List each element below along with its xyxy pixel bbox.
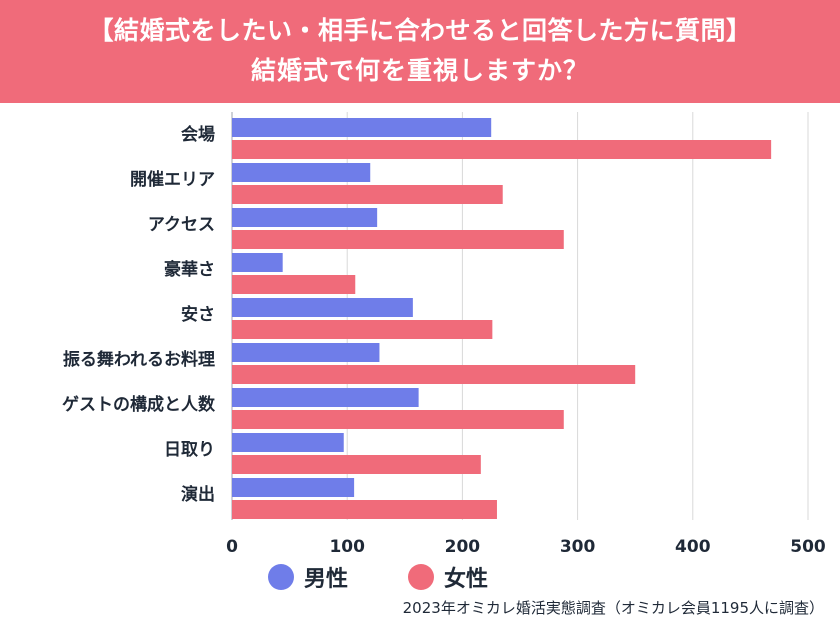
chart-title-line1: 【結婚式をしたい・相手に合わせると回答した方に質問】 [88, 16, 752, 45]
legend-item-female: 女性 [408, 561, 488, 593]
category-label: 豪華さ [164, 259, 215, 280]
bar-female [232, 365, 636, 384]
source-note: 2023年オミカレ婚活実態調査（オミカレ会員1195人に調査） [402, 599, 824, 617]
bar-female [232, 140, 772, 159]
category-label: ゲストの構成と人数 [62, 394, 216, 415]
category-label: アクセス [148, 215, 215, 235]
bar-female [232, 185, 503, 204]
legend-item-male: 男性 [268, 561, 348, 593]
bar-male [232, 433, 344, 452]
legend-label-male: 男性 [304, 567, 349, 592]
bar-female [232, 410, 564, 429]
title-banner: 【結婚式をしたい・相手に合わせると回答した方に質問】 結婚式で何を重視しますか？ [0, 0, 840, 103]
bar-male [232, 298, 413, 317]
bar-female [232, 230, 564, 249]
x-tick-label: 400 [675, 537, 711, 557]
category-label: 開催エリア [130, 169, 215, 190]
chart-title-line2: 結婚式で何を重視しますか？ [250, 56, 589, 85]
bar-male [232, 388, 419, 407]
legend: 男性 女性 [268, 560, 548, 594]
category-label: 日取り [164, 440, 215, 460]
bar-female [232, 275, 356, 294]
x-tick-label: 100 [329, 537, 365, 557]
bar-female [232, 455, 481, 474]
x-tick-label: 300 [560, 537, 596, 557]
category-label: 演出 [181, 484, 215, 505]
legend-dot-female-icon [408, 564, 435, 590]
bar-female [232, 500, 497, 519]
bar-male [232, 343, 380, 362]
bar-male [232, 253, 283, 272]
x-tick-label: 500 [790, 537, 826, 557]
x-tick-label: 200 [445, 537, 481, 557]
category-label: 安さ [181, 304, 215, 325]
category-label: 振る舞われるお料理 [63, 349, 215, 370]
legend-label-female: 女性 [444, 567, 489, 592]
bar-male [232, 478, 355, 497]
category-label: 会場 [181, 124, 215, 145]
bar-male [232, 208, 378, 227]
legend-dot-male-icon [268, 564, 294, 590]
x-tick-label: 0 [226, 537, 238, 557]
bar-male [232, 163, 371, 182]
bar-female [232, 320, 493, 339]
bar-male [232, 118, 492, 137]
